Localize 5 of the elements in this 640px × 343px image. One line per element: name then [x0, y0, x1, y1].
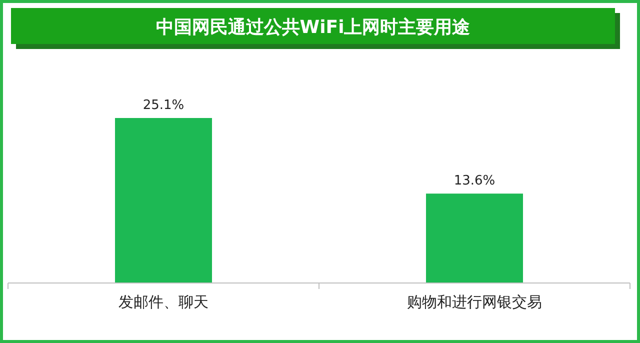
chart-title: 中国网民通过公共WiFi上网时主要用途: [156, 17, 470, 38]
x-tick-label: 购物和进行网银交易: [407, 293, 542, 311]
data-label: 13.6%: [454, 174, 496, 189]
x-tick-label: 发邮件、聊天: [118, 293, 208, 311]
data-label: 25.1%: [142, 98, 184, 113]
